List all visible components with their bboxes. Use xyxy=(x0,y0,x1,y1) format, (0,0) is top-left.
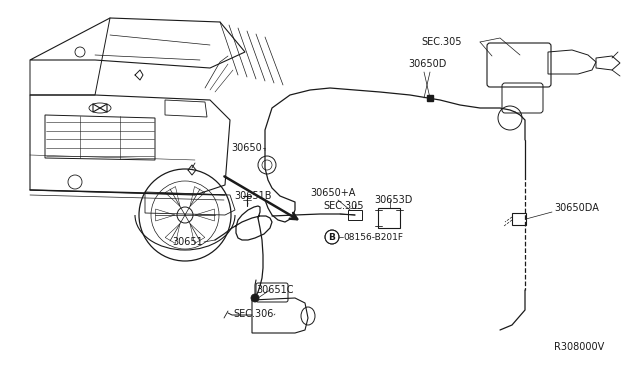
Text: 08156-B201F: 08156-B201F xyxy=(343,232,403,241)
Circle shape xyxy=(177,207,193,223)
Text: SEC.305: SEC.305 xyxy=(323,201,364,211)
Text: 30650+A: 30650+A xyxy=(310,188,355,198)
Text: 30653D: 30653D xyxy=(374,195,412,205)
Text: SEC.305: SEC.305 xyxy=(421,37,461,47)
Text: 30651: 30651 xyxy=(172,237,203,247)
Bar xyxy=(512,213,526,225)
Text: R308000V: R308000V xyxy=(554,342,604,352)
Text: 30650D: 30650D xyxy=(408,59,446,69)
Text: 30651B: 30651B xyxy=(234,191,271,201)
Text: B: B xyxy=(328,232,335,241)
Text: 30650DA: 30650DA xyxy=(554,203,599,213)
Text: 30651C: 30651C xyxy=(256,285,294,295)
Circle shape xyxy=(251,294,259,302)
Text: 30650: 30650 xyxy=(231,143,262,153)
Text: SEC.306: SEC.306 xyxy=(233,309,273,319)
